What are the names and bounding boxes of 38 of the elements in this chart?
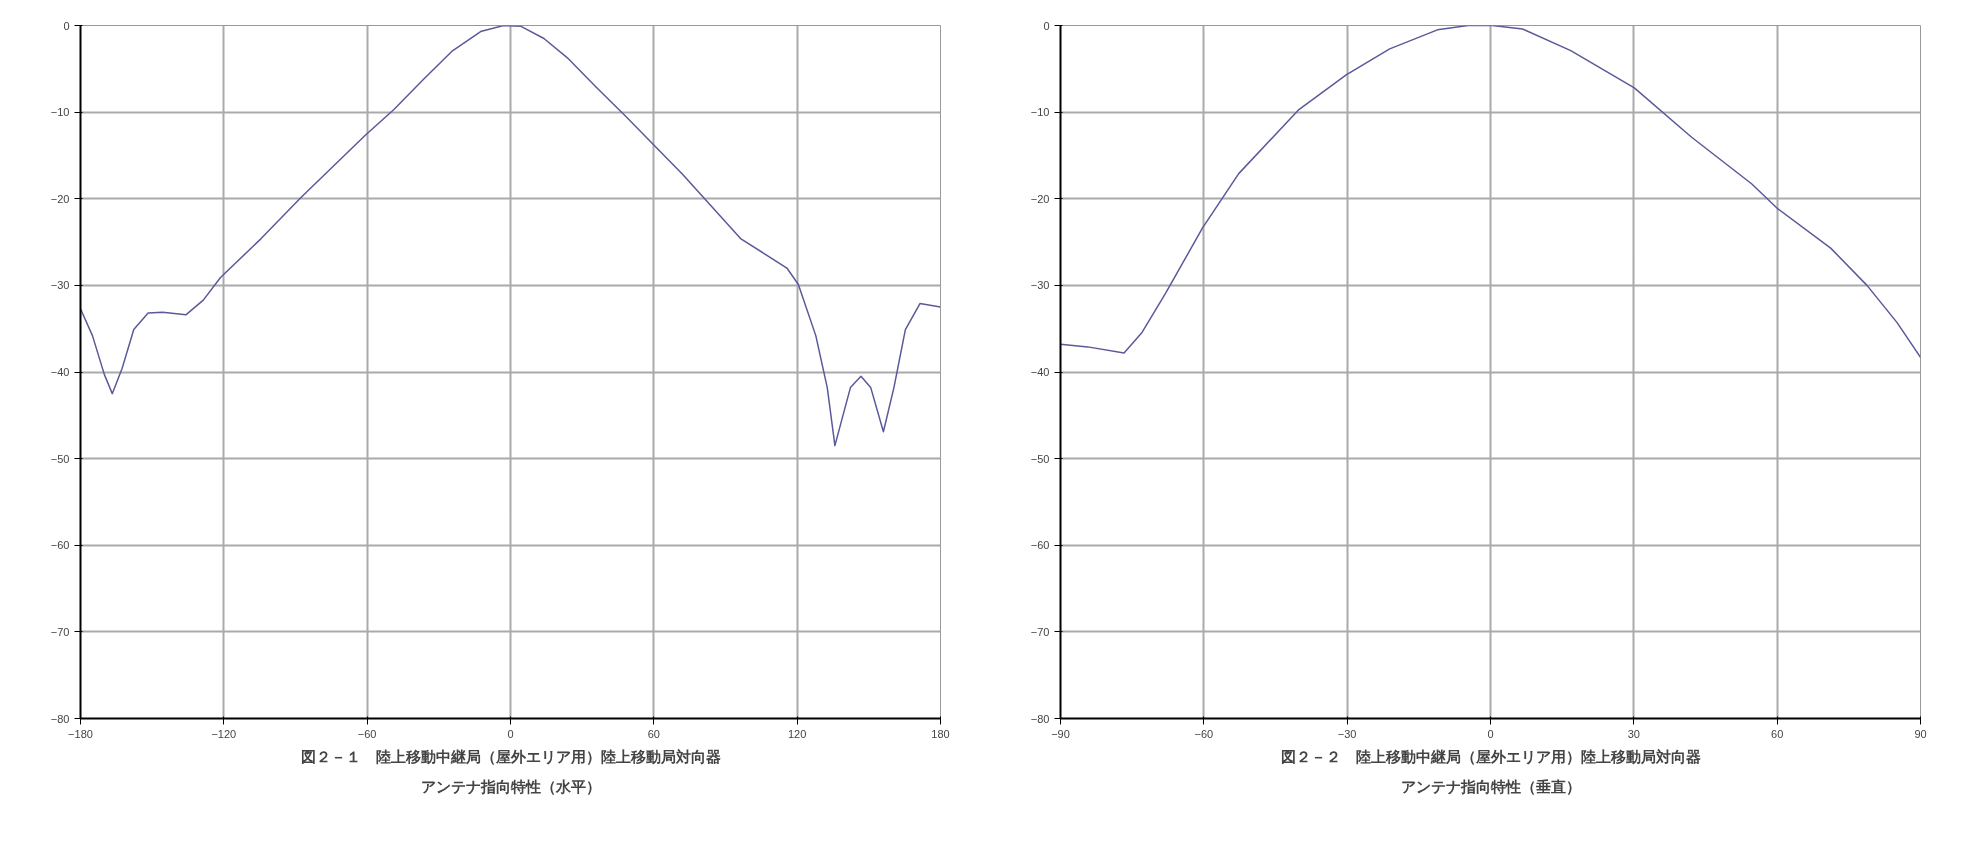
x-tick-label: −60 bbox=[1194, 727, 1214, 740]
x-tick-label: 90 bbox=[1914, 727, 1927, 740]
text: アンテナ指向特性（水平） bbox=[420, 777, 601, 796]
x-tick-label: 0 bbox=[507, 727, 514, 740]
text: 図２－１ 陸上移動中継局（屋外エリア用）陸上移動局対向器 bbox=[300, 747, 721, 766]
x-tick-label: 180 bbox=[931, 727, 950, 740]
y-tick-label: −60 bbox=[50, 539, 70, 552]
y-tick-label: 0 bbox=[1043, 19, 1050, 32]
x-tick-label: −60 bbox=[357, 727, 377, 740]
x-tick-label: −30 bbox=[1337, 727, 1357, 740]
y-tick-label: −40 bbox=[1030, 366, 1050, 378]
y-tick-label: −30 bbox=[50, 279, 70, 292]
line-series bbox=[80, 25, 941, 447]
text: アンテナ指向特性（垂直） bbox=[1400, 777, 1581, 796]
x-tick-label: 60 bbox=[1771, 727, 1784, 740]
y-tick-label: −10 bbox=[1030, 106, 1050, 119]
y-tick-label: −80 bbox=[1030, 712, 1050, 725]
y-tick-label: −40 bbox=[50, 366, 70, 378]
y-tick-label: −20 bbox=[50, 192, 70, 205]
x-tick-label: 60 bbox=[647, 727, 660, 740]
y-tick-label: −80 bbox=[50, 712, 70, 725]
x-tick-label: 30 bbox=[1627, 727, 1640, 740]
x-tick-label: 0 bbox=[1487, 727, 1494, 740]
y-tick-label: −70 bbox=[1030, 625, 1050, 638]
y-tick-label: −60 bbox=[1030, 539, 1050, 552]
x-tick-label: 120 bbox=[787, 727, 807, 740]
y-tick-label: −30 bbox=[1030, 279, 1050, 292]
line-series bbox=[1060, 25, 1921, 359]
x-tick-label: −120 bbox=[211, 727, 237, 740]
y-tick-label: −20 bbox=[1030, 192, 1050, 205]
text: 図２－２ 陸上移動中継局（屋外エリア用）陸上移動局対向器 bbox=[1280, 747, 1701, 766]
y-tick-label: 0 bbox=[63, 19, 70, 32]
y-tick-label: −50 bbox=[50, 452, 70, 465]
x-tick-label: −180 bbox=[68, 727, 93, 740]
y-tick-label: −10 bbox=[50, 106, 70, 119]
y-tick-label: −70 bbox=[50, 625, 70, 638]
x-tick-label: −90 bbox=[1051, 727, 1070, 740]
y-tick-label: −50 bbox=[1030, 452, 1050, 465]
